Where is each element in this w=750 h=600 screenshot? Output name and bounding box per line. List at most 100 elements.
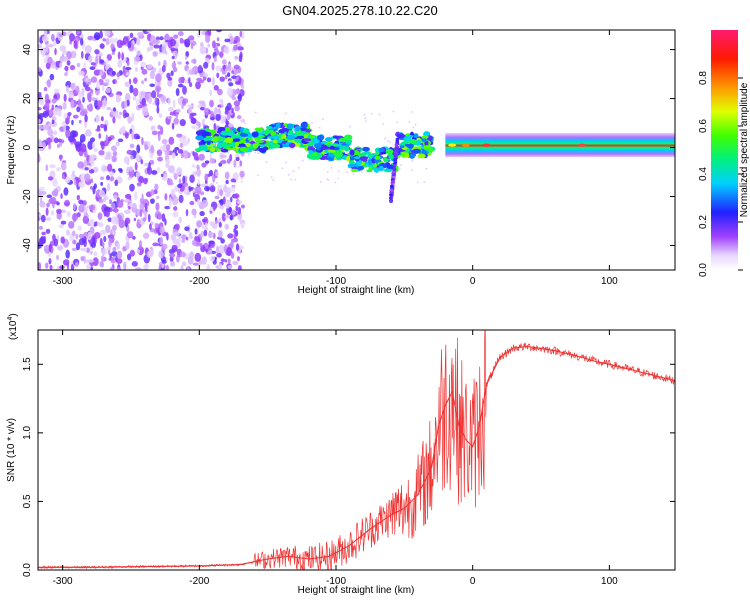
noise-blob xyxy=(134,47,137,52)
noise-blob xyxy=(38,67,42,72)
noise-blob xyxy=(132,87,139,97)
noise-blob xyxy=(78,204,85,213)
noise-blob xyxy=(84,45,92,54)
noise-blob xyxy=(151,125,156,130)
noise-blob xyxy=(63,124,67,133)
noise-blob xyxy=(209,89,213,97)
noise-blob xyxy=(109,176,115,182)
signal-blob xyxy=(242,128,250,134)
colorbar-tick-label: 0.0 xyxy=(698,263,709,277)
noise-blob xyxy=(227,233,234,239)
noise-blob xyxy=(59,154,62,162)
noise-blob xyxy=(62,101,67,110)
noise-blob xyxy=(113,194,118,200)
noise-blob xyxy=(200,42,204,48)
noise-dot xyxy=(383,153,385,156)
noise-blob xyxy=(210,250,217,255)
noise-blob xyxy=(72,203,76,211)
snr-scale-exp: 4 xyxy=(7,317,14,321)
noise-blob xyxy=(175,108,181,113)
noise-blob xyxy=(238,54,243,63)
noise-blob xyxy=(178,194,184,204)
noise-blob xyxy=(144,77,147,82)
tail-blob xyxy=(391,180,396,184)
noise-blob xyxy=(198,153,205,161)
noise-blob xyxy=(218,98,223,104)
signal-blob xyxy=(303,133,309,139)
snr-ytick-label: 0.0 xyxy=(22,563,33,577)
noise-blob xyxy=(116,39,123,49)
noise-blob xyxy=(76,62,81,68)
noise-blob xyxy=(62,31,67,37)
signal-blob xyxy=(281,134,287,139)
noise-blob xyxy=(48,258,52,265)
noise-blob xyxy=(149,83,156,87)
noise-blob xyxy=(124,93,131,102)
noise-blob xyxy=(222,196,226,205)
noise-blob xyxy=(119,127,126,134)
noise-blob xyxy=(127,116,133,124)
noise-blob xyxy=(155,195,160,200)
noise-blob xyxy=(84,167,89,171)
noise-blob xyxy=(128,166,134,172)
noise-dot xyxy=(328,160,331,163)
noise-blob xyxy=(235,156,240,162)
noise-dot xyxy=(238,165,240,168)
noise-blob xyxy=(197,178,200,186)
noise-blob xyxy=(123,261,127,270)
signal-blob xyxy=(327,149,336,153)
signal-blob xyxy=(403,152,410,158)
noise-blob xyxy=(61,56,69,62)
noise-blob xyxy=(166,144,171,152)
signal-blob xyxy=(255,140,264,144)
signal-blob xyxy=(320,140,327,144)
noise-blob xyxy=(116,243,121,250)
noise-blob xyxy=(86,247,90,254)
noise-blob xyxy=(38,44,42,49)
noise-blob xyxy=(45,228,51,234)
signal-blob xyxy=(275,122,281,129)
noise-blob xyxy=(46,194,53,198)
noise-dot xyxy=(281,167,284,170)
noise-blob xyxy=(95,128,101,132)
signal-blob xyxy=(255,127,264,131)
noise-dot xyxy=(292,170,295,173)
noise-blob xyxy=(71,119,74,126)
signal-blob xyxy=(328,152,334,158)
noise-blob xyxy=(156,149,163,157)
noise-blob xyxy=(123,199,130,203)
noise-blob xyxy=(144,112,150,116)
colorbar-tick-label: 0.6 xyxy=(698,119,709,133)
noise-blob xyxy=(200,183,206,188)
noise-blob xyxy=(201,218,207,223)
noise-dot xyxy=(416,181,419,184)
noise-blob xyxy=(84,114,88,123)
noise-blob xyxy=(175,87,180,97)
noise-blob xyxy=(87,259,95,263)
noise-blob xyxy=(135,98,139,106)
noise-blob xyxy=(182,175,186,184)
noise-dot xyxy=(301,159,304,162)
noise-blob xyxy=(60,193,63,199)
noise-blob xyxy=(226,246,233,257)
noise-dot xyxy=(345,171,348,174)
noise-blob xyxy=(174,231,180,237)
noise-blob xyxy=(77,161,85,169)
noise-blob xyxy=(79,37,84,46)
signal-blob xyxy=(413,133,419,139)
noise-blob xyxy=(51,33,55,42)
noise-blob xyxy=(87,231,92,241)
noise-blob xyxy=(167,97,171,105)
noise-blob xyxy=(203,229,208,237)
noise-blob xyxy=(184,38,191,48)
noise-blob xyxy=(54,88,60,94)
noise-blob xyxy=(187,35,195,41)
noise-blob xyxy=(136,249,141,254)
noise-blob xyxy=(83,75,89,79)
noise-blob xyxy=(79,110,87,116)
noise-blob xyxy=(53,188,59,197)
signal-blob xyxy=(332,135,339,139)
noise-blob xyxy=(85,129,92,137)
noise-blob xyxy=(52,178,58,187)
